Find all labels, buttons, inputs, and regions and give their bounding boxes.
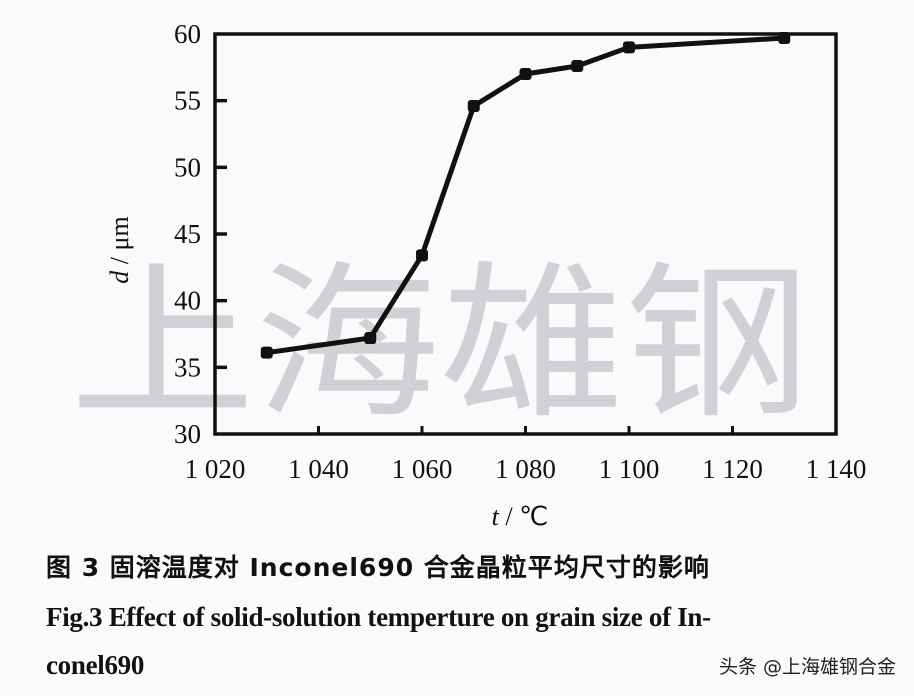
x-tick-label: 1 140 xyxy=(806,454,867,484)
data-point-marker xyxy=(623,41,635,54)
x-axis-title-text: t / ℃ xyxy=(492,502,549,531)
y-tick-label: 45 xyxy=(174,219,201,249)
data-series xyxy=(260,32,791,359)
data-point-marker xyxy=(416,249,428,262)
y-tick-label: 55 xyxy=(174,86,201,116)
x-axis-title: t / ℃ xyxy=(492,502,549,531)
y-tick-label: 60 xyxy=(174,19,201,49)
source-credit: 头条 @上海雄钢合金 xyxy=(718,656,896,678)
x-tick-label: 1 040 xyxy=(288,454,349,484)
y-axis-title: d / μm xyxy=(105,216,134,283)
y-tick-label: 40 xyxy=(174,286,201,316)
x-tick-label: 1 100 xyxy=(599,454,660,484)
x-axis: 1 020 1 040 1 060 1 080 1 100 1 120 1 140 xyxy=(185,426,867,484)
data-point-marker xyxy=(467,100,480,112)
x-tick-label: 1 080 xyxy=(495,454,556,484)
data-point-marker xyxy=(260,346,273,359)
y-axis-title-text: d / μm xyxy=(105,216,134,283)
series-line xyxy=(264,35,787,356)
data-point-marker xyxy=(519,68,532,80)
data-point-marker xyxy=(571,60,584,72)
line-chart: 上海雄钢 30 35 40 45 50 55 60 1 020 1 040 1 060 1 080… xyxy=(70,19,867,531)
y-tick-label: 50 xyxy=(174,152,201,182)
y-tick-label: 35 xyxy=(174,352,201,382)
x-tick-label: 1 120 xyxy=(702,454,763,484)
figure-caption-english-line1: Fig.3 Effect of solid-solution tempertur… xyxy=(46,602,711,632)
y-tick-label: 30 xyxy=(174,419,201,449)
watermark: 上海雄钢 xyxy=(70,246,810,442)
watermark-text: 上海雄钢 xyxy=(70,246,810,442)
figure-caption-chinese: 图 3 固溶温度对 Inconel690 合金晶粒平均尺寸的影响 xyxy=(46,553,710,582)
y-axis: 30 35 40 45 50 55 60 xyxy=(174,19,227,449)
x-tick-label: 1 020 xyxy=(185,454,246,484)
data-point-marker xyxy=(364,332,377,344)
x-tick-label: 1 060 xyxy=(392,454,453,484)
figure-caption-english-line2: conel690 xyxy=(46,650,145,680)
data-point-marker xyxy=(778,32,791,44)
